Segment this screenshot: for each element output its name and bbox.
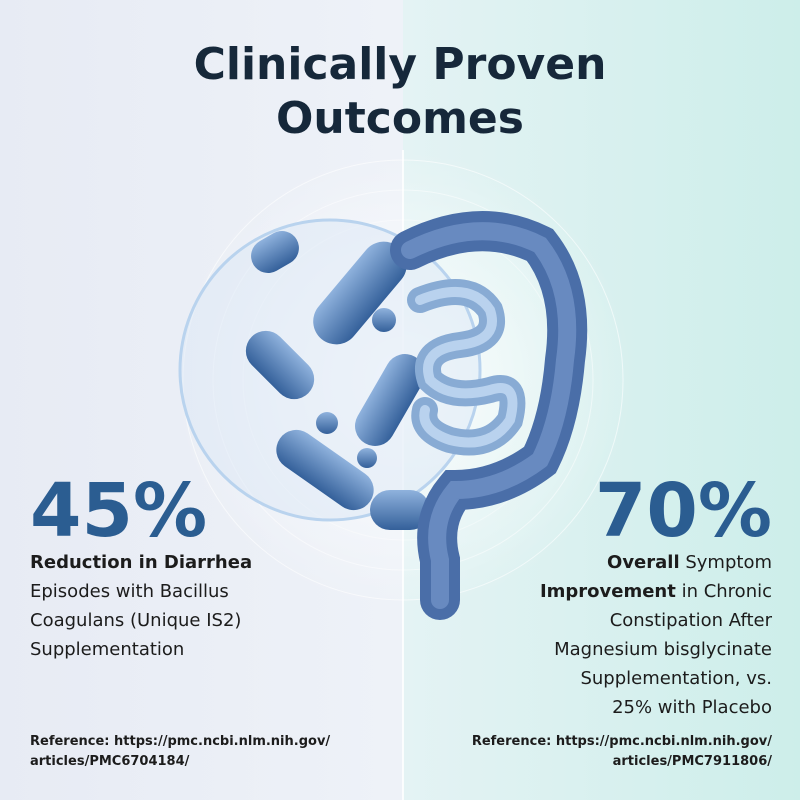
left-stat: 45% <box>30 468 208 554</box>
description-line: Improvement in Chronic <box>540 577 772 606</box>
bold-text: Improvement <box>539 581 676 602</box>
text: Symptom <box>679 552 772 573</box>
left-description: Reduction in Diarrhea Episodes with Bacil… <box>30 548 252 664</box>
title-text: Clinically Proven Outcomes <box>193 39 607 144</box>
text: Episodes with Bacillus <box>30 581 229 602</box>
reference-line: Reference: https://pmc.ncbi.nlm.nih.gov/ <box>471 734 772 749</box>
right-reference: Reference: https://pmc.ncbi.nlm.nih.gov/… <box>472 732 772 772</box>
bold-text: Overall <box>607 552 680 573</box>
right-description: Overall Symptom Improvement in Chronic Con… <box>540 548 772 722</box>
text: in Chronic <box>675 581 772 602</box>
description-line: 25% with Placebo <box>540 693 772 722</box>
description-line: Supplementation, vs. <box>540 664 772 693</box>
text: Magnesium bisglycinate <box>554 639 772 660</box>
reference-line: articles/PMC7911806/ <box>612 754 772 769</box>
text: Constipation After <box>609 610 772 631</box>
description-line: Episodes with Bacillus <box>30 577 252 606</box>
description-line: Overall Symptom <box>540 548 772 577</box>
text: Supplementation <box>30 639 185 660</box>
description-line: Magnesium bisglycinate <box>540 635 772 664</box>
bold-text: Reduction in Diarrhea <box>30 552 253 573</box>
description-line: Constipation After <box>540 606 772 635</box>
reference-line: articles/PMC6704184/ <box>30 754 190 769</box>
text: Supplementation, vs. <box>580 668 772 689</box>
right-stat: 70% <box>594 468 772 554</box>
reference-line: Reference: https://pmc.ncbi.nlm.nih.gov/ <box>30 734 331 749</box>
text: 25% with Placebo <box>612 697 772 718</box>
title: Clinically Proven Outcomes <box>0 38 800 146</box>
text: Coagulans (Unique IS2) <box>30 610 242 631</box>
left-reference: Reference: https://pmc.ncbi.nlm.nih.gov/… <box>30 732 330 772</box>
description-line: Supplementation <box>30 635 252 664</box>
description-line: Coagulans (Unique IS2) <box>30 606 252 635</box>
description-line: Reduction in Diarrhea <box>30 548 252 577</box>
